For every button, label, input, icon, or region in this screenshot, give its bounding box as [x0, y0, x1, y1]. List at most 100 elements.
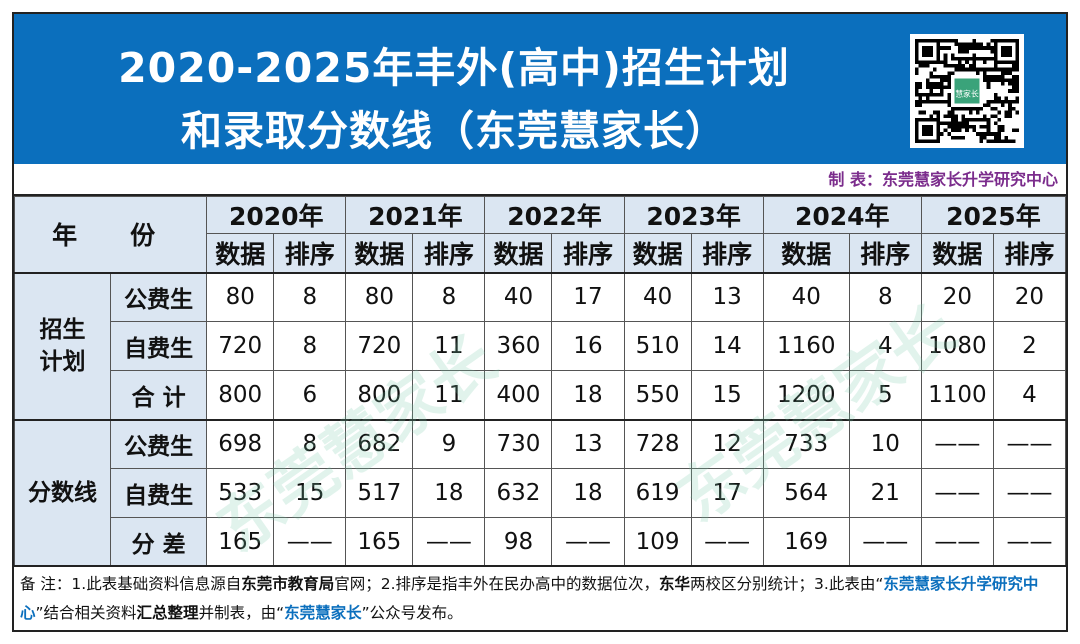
data-cell: 165 — [206, 517, 275, 567]
rank-cell: 12 — [690, 418, 764, 469]
rank-cell: 13 — [551, 418, 625, 469]
rank-subheader: 排序 — [848, 233, 922, 273]
rank-cell: —— — [690, 517, 764, 567]
data-cell: 510 — [623, 321, 692, 371]
rank-cell: 2 — [992, 321, 1066, 371]
row-label: 自费生 — [110, 321, 208, 371]
year-column-header: 2021年 — [345, 196, 486, 234]
data-cell: 360 — [484, 321, 553, 371]
rank-cell: 8 — [273, 321, 347, 371]
data-subheader: 数据 — [484, 233, 553, 273]
row-label: 自费生 — [110, 468, 208, 518]
rank-cell: 4 — [848, 321, 922, 371]
rank-cell: 18 — [412, 468, 486, 518]
rank-cell: 17 — [690, 468, 764, 518]
data-cell: 730 — [484, 418, 553, 469]
rank-cell: 9 — [412, 418, 486, 469]
data-cell: 800 — [345, 370, 414, 420]
data-cell: 698 — [206, 418, 275, 469]
table-row: 分 差 165 —— 165 —— 98 —— 109 —— 169 —— —— —— — [15, 517, 1066, 567]
rank-cell: 6 — [273, 370, 347, 420]
rank-cell: 17 — [551, 271, 625, 322]
data-cell: 109 — [623, 517, 692, 567]
title-line2: 和录取分数线（东莞慧家长） — [181, 107, 727, 155]
group-label: 分数线 — [14, 418, 112, 567]
data-cell: 1160 — [762, 321, 850, 371]
row-label: 公费生 — [110, 418, 208, 469]
rank-subheader: 排序 — [273, 233, 347, 273]
data-cell: 20 — [920, 271, 994, 322]
data-cell: 1080 — [920, 321, 994, 371]
year-column-header: 2020年 — [206, 196, 347, 234]
table-row: 自费生 720 8 720 11 360 16 510 14 1160 4 1080 2 — [15, 321, 1066, 371]
header-banner: 2020-2025年丰外(高中)招生计划 和录取分数线（东莞慧家长） 慧家长 — [14, 14, 1066, 164]
table-row: 合 计 800 6 800 11 400 18 550 15 1200 5 1100 4 — [15, 370, 1066, 420]
data-subheader: 数据 — [206, 233, 275, 273]
data-cell: 728 — [623, 418, 692, 469]
rank-subheader: 排序 — [412, 233, 486, 273]
note-account: 东莞慧家长 — [284, 604, 362, 622]
rank-cell: 5 — [848, 370, 922, 420]
table-frame: 2020-2025年丰外(高中)招生计划 和录取分数线（东莞慧家长） 慧家长 制… — [12, 12, 1068, 632]
data-cell: 169 — [762, 517, 850, 567]
rank-cell: 11 — [412, 370, 486, 420]
qr-code-icon: 慧家长 — [910, 34, 1024, 148]
data-subheader: 数据 — [345, 233, 414, 273]
rank-cell: 14 — [690, 321, 764, 371]
rank-subheader: 排序 — [992, 233, 1066, 273]
row-label: 分 差 — [110, 517, 208, 567]
data-cell: 733 — [762, 418, 850, 469]
row-label: 合 计 — [110, 370, 208, 420]
year-column-header: 2023年 — [623, 196, 764, 234]
note-text: 并制表，由“ — [198, 604, 285, 622]
note-source: 东莞市教育局 — [241, 575, 335, 593]
rank-cell: 8 — [848, 271, 922, 322]
data-cell: 720 — [345, 321, 414, 371]
data-cell: 682 — [345, 418, 414, 469]
data-cell: 564 — [762, 468, 850, 518]
credit-line: 制 表：东莞慧家长升学研究中心 — [14, 164, 1066, 196]
rank-cell: —— — [551, 517, 625, 567]
data-cell: 165 — [345, 517, 414, 567]
note-compile: 汇总整理 — [136, 604, 199, 622]
data-subheader: 数据 — [920, 233, 994, 273]
data-cell: 550 — [623, 370, 692, 420]
data-cell: —— — [920, 517, 994, 567]
footnote: 备 注：1.此表基础资料信息源自东莞市教育局官网；2.排序是指丰外在民办高中的数… — [14, 565, 1066, 630]
data-cell: 80 — [345, 271, 414, 322]
rank-cell: 18 — [551, 370, 625, 420]
rank-cell: —— — [412, 517, 486, 567]
note-text: 备 注：1.此表基础资料信息源自 — [20, 575, 242, 593]
note-text: 两校区分别统计；3.此表由“ — [690, 575, 884, 593]
data-cell: 720 — [206, 321, 275, 371]
note-campus: 东华 — [659, 575, 691, 593]
data-subheader: 数据 — [623, 233, 692, 273]
data-cell: 40 — [623, 271, 692, 322]
data-cell: 40 — [484, 271, 553, 322]
data-cell: —— — [920, 418, 994, 469]
data-cell: 80 — [206, 271, 275, 322]
admission-table: 年 份 2020年 2021年 2022年 2023年 2024年 2025年 数据 排序 数据排… — [14, 196, 1066, 567]
table-row: 招生 计划 公费生 80 8 80 8 40 17 40 13 40 8 20 20 — [14, 271, 1066, 420]
rank-cell: 8 — [412, 271, 486, 322]
rank-cell: 13 — [690, 271, 764, 322]
rank-cell: 20 — [992, 271, 1066, 322]
rank-cell: 15 — [690, 370, 764, 420]
row-label: 公费生 — [110, 271, 208, 322]
rank-cell: 21 — [848, 468, 922, 518]
data-cell: 800 — [206, 370, 275, 420]
rank-cell: 11 — [412, 321, 486, 371]
rank-cell: 8 — [273, 418, 347, 469]
rank-cell: —— — [992, 418, 1066, 469]
rank-cell: —— — [992, 517, 1066, 567]
rank-cell: —— — [848, 517, 922, 567]
title-line1: 2020-2025年丰外(高中)招生计划 — [118, 44, 790, 92]
note-text: 官网；2.排序是指丰外在民办高中的数据位次， — [334, 575, 660, 593]
rank-cell: 4 — [992, 370, 1066, 420]
year-header: 年 份 — [14, 196, 208, 273]
rank-cell: 16 — [551, 321, 625, 371]
table-row: 自费生 533 15 517 18 632 18 619 17 564 21 —— —— — [15, 468, 1066, 518]
rank-subheader: 排序 — [551, 233, 625, 273]
rank-cell: 18 — [551, 468, 625, 518]
data-cell: 533 — [206, 468, 275, 518]
